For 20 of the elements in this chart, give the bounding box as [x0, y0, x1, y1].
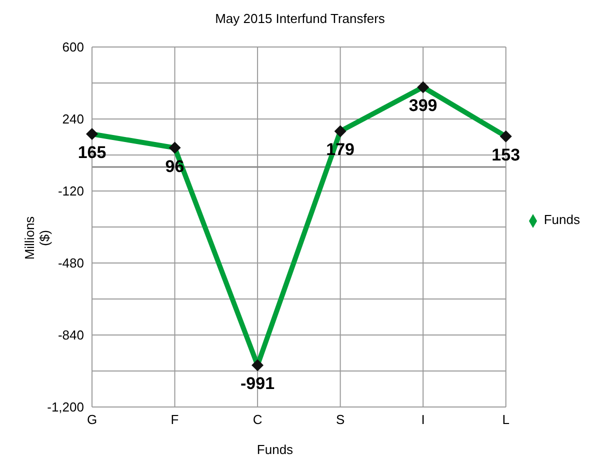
chart-title: May 2015 Interfund Transfers: [214, 11, 386, 26]
x-tick-label: G: [86, 412, 98, 428]
y-axis-title: Millions ($): [22, 216, 52, 260]
legend-label: Funds: [544, 212, 580, 228]
y-tick-label: 240: [62, 112, 84, 127]
x-tick-label: I: [421, 412, 425, 428]
y-tick-label: 600: [62, 40, 84, 55]
x-tick-label: S: [336, 412, 345, 428]
x-axis-title: Funds: [256, 442, 294, 457]
y-tick-label: -840: [58, 328, 84, 343]
data-label: 153: [492, 145, 520, 164]
y-tick-label: -480: [58, 256, 84, 271]
y-tick-label: -120: [58, 184, 84, 199]
x-tick-label: L: [502, 412, 510, 428]
data-label: 165: [78, 143, 106, 162]
x-tick-label: C: [252, 412, 262, 428]
x-tick-label: F: [170, 412, 179, 428]
y-tick-label: -1,200: [47, 400, 84, 415]
data-label: 399: [408, 96, 438, 116]
data-label: -991: [240, 374, 275, 394]
